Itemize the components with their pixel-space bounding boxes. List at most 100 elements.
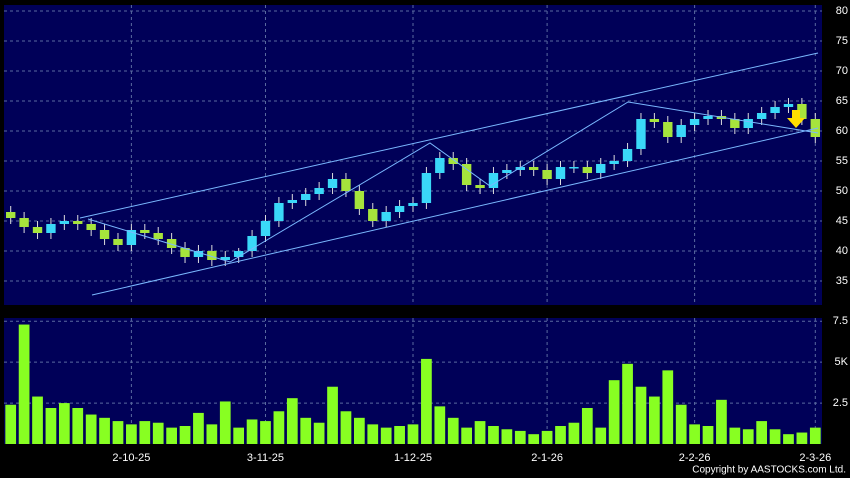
volume-bar [139,421,151,444]
volume-bar [689,424,700,444]
volume-bar [193,412,204,444]
volume-bar [112,421,124,444]
signal-arrow [787,110,805,128]
volume-bar [421,358,432,444]
volume-bar [353,417,365,444]
candle-body [730,119,740,128]
y-tick-label: 55 [836,155,848,167]
volume-bar [447,417,459,444]
candle-body [582,167,593,173]
candle-body [703,116,713,119]
volume-bar [809,427,821,444]
volume-bar [380,427,392,444]
volume-bar [622,363,633,444]
candle-body [663,122,673,137]
candle-body [166,239,177,248]
candle-body [19,218,29,227]
volume-bar [783,434,794,444]
volume-tick-label: 2.5 [833,397,848,409]
candle-body [435,158,445,173]
volume-bar [796,432,808,444]
volume-bar [58,403,70,444]
candle-body [555,167,566,179]
candle-body [542,170,552,179]
candle-body [59,221,70,224]
candle-body [180,248,190,257]
volume-bar [206,424,218,444]
volume-bar [152,422,164,444]
x-tick-label: 2-10-25 [112,452,150,464]
candle-body [73,221,83,224]
volume-bar [99,417,110,444]
volume-bar [635,386,647,444]
candle-body [368,209,378,221]
volume-bar [273,411,285,444]
volume-bar [233,427,245,444]
volume-bar [581,408,593,444]
volume-bar [662,370,674,444]
trend-lines [79,52,819,296]
volume-bar [555,426,566,444]
volume-bar [260,421,271,444]
volume-bar [541,430,553,444]
candle-body [488,173,499,188]
candle-body [314,188,324,194]
marks [5,98,821,444]
y-tick-label: 65 [836,95,848,107]
volume-bar [166,427,177,444]
y-tick-label: 40 [836,245,848,257]
upper-channel [79,52,819,219]
candle-body [609,161,619,164]
volume-bar [126,424,137,444]
candle-body [354,191,365,209]
candle-body [301,194,311,200]
candle-body [569,167,579,169]
candle-body [274,203,284,221]
volume-bar [5,404,17,444]
x-tick-label: 3-11-25 [247,452,284,464]
candle-body [528,167,539,170]
volume-bar [300,417,312,444]
candle-body [233,251,244,257]
y-tick-label: 35 [836,275,848,287]
volume-bar [488,426,499,444]
volume-bar [18,324,30,444]
volume-tick-label: 7.5 [833,315,848,327]
candle-body [220,257,230,260]
candle-body [502,170,512,173]
candle-body [193,251,204,257]
volume-bar [45,408,57,444]
zigzag [87,101,819,263]
candle-body [515,167,525,170]
y-tick-label: 50 [836,185,848,197]
y-tick-label: 45 [836,215,848,227]
candle-body [756,113,767,119]
volume-bar [769,429,781,444]
x-tick-label: 2-3-26 [799,452,831,464]
volume-bar [219,401,231,444]
candle-body [421,173,432,203]
candle-body [475,185,485,188]
volume-bar [716,399,727,444]
candle-body [113,239,123,245]
candle-body [649,119,660,122]
volume-bar [756,421,768,444]
y-tick-label: 70 [836,65,848,77]
candle-body [461,164,472,185]
candle-body [140,230,150,233]
volume-bar [32,396,43,444]
x-tick-label: 2-1-26 [531,452,563,464]
volume-bar [595,427,607,444]
candle-body [797,104,807,119]
candle-body [46,224,56,233]
volume-tick-label: 5K [835,356,849,368]
volume-bar [501,429,513,444]
volume-bar [434,406,446,444]
candle-body [6,212,16,218]
volume-bar [313,422,325,444]
candle-body [596,164,606,173]
candle-body [207,251,217,260]
volume-bar [702,426,714,444]
candle-body [676,125,686,137]
candle-body [341,179,351,191]
